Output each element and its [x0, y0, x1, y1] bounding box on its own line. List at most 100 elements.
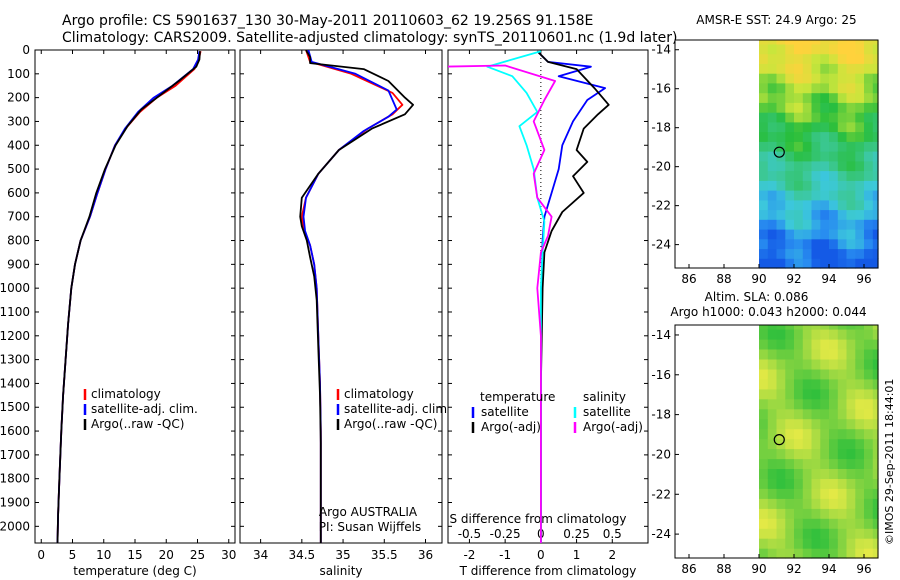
sst-map-grid-cell — [837, 160, 848, 172]
sst-map-grid-cell — [794, 160, 804, 172]
sla-map-grid-cell — [802, 458, 813, 469]
sla-map-grid-cell — [794, 418, 804, 430]
sla-map-grid-cell — [864, 338, 874, 350]
sst-map-grid-cell — [829, 63, 839, 74]
sla-map-grid-cell — [802, 518, 813, 529]
sst-map-grid-cell — [864, 82, 874, 94]
sst-map-grid-cell — [802, 160, 813, 172]
sst-map-grid-cell — [864, 43, 874, 55]
sla-map-grid-cell — [776, 428, 786, 440]
sla-map-grid-cell — [872, 468, 879, 479]
sla-map-grid-cell — [785, 468, 795, 479]
sla-map-grid-cell — [767, 368, 778, 380]
sst-map-grid-cell — [767, 92, 778, 103]
sst-map-grid-cell — [846, 82, 856, 94]
sla-map-grid-cell — [785, 348, 795, 360]
sla-map-grid-cell — [767, 388, 778, 400]
sst-map-grid-cell — [767, 219, 778, 230]
sla-map-grid-cell — [872, 418, 879, 430]
sst-map-grid-cell — [776, 102, 786, 113]
sla-map-grid-cell — [785, 358, 795, 370]
sst-map-grid-cell — [794, 248, 804, 259]
sla-map-grid-cell — [864, 528, 874, 539]
sla-map-ytick-label: -14 — [651, 328, 671, 342]
sla-map-grid-cell — [767, 418, 778, 430]
argo-program-annotation: Argo AUSTRALIA — [319, 505, 418, 519]
sla-map-grid-cell — [864, 488, 874, 499]
sla-map-grid-cell — [811, 418, 821, 430]
sst-map-grid-cell — [785, 63, 795, 74]
sst-map-grid-cell — [802, 40, 813, 45]
sla-map-grid-cell — [864, 478, 874, 489]
sla-map-grid-cell — [829, 368, 839, 380]
sla-map-grid-cell — [794, 518, 804, 529]
sst-map-grid-cell — [829, 131, 839, 142]
sst-map-xtick-label: 90 — [751, 272, 766, 286]
sst-map-grid-cell — [864, 112, 874, 123]
sla-map-grid-cell — [864, 468, 874, 479]
sst-map-grid-cell — [829, 141, 839, 152]
sla-map-ytick-label: -22 — [651, 487, 671, 501]
depth-tick-label: 1000 — [0, 281, 30, 295]
sla-map-grid-cell — [759, 388, 769, 400]
sst-map-grid-cell — [864, 229, 874, 240]
temperature-legend-label: satellite — [481, 405, 529, 419]
sla-map-grid-cell — [811, 508, 821, 519]
depth-tick-label: 900 — [7, 257, 30, 271]
sla-map-grid-cell — [802, 418, 813, 430]
sst-map-ytick-label: -22 — [651, 199, 671, 213]
sst-map-grid-cell — [785, 43, 795, 55]
sla-map-grid-cell — [837, 398, 848, 410]
sla-map-grid-cell — [872, 528, 879, 539]
sla-map-grid-cell — [802, 468, 813, 479]
sla-map-grid-cell — [759, 325, 769, 330]
sla-map-grid-cell — [837, 548, 848, 559]
sla-map-grid-cell — [864, 348, 874, 360]
sst-map-grid-cell — [759, 92, 769, 103]
sst-map-grid-cell — [864, 209, 874, 220]
sst-map-grid-cell — [820, 102, 830, 113]
sst-map-grid-cell — [829, 40, 839, 45]
sla-map-grid-cell — [785, 368, 795, 380]
sla-map-grid-cell — [794, 388, 804, 400]
sst-map-grid-cell — [811, 190, 821, 201]
difference-xtick-label: -2 — [463, 548, 475, 562]
salinity-panel: 34 34.5 35 35.5 36 salinity climatologysatelli… — [239, 49, 451, 578]
sst-map-grid-cell — [846, 131, 856, 142]
sla-map-grid-cell — [802, 538, 813, 549]
sst-map-grid-cell — [872, 190, 879, 201]
temperature-xtick-label: 5 — [69, 548, 77, 562]
sst-map-grid-cell — [759, 141, 769, 152]
sla-map-grid-cell — [785, 398, 795, 410]
sla-map-grid-cell — [872, 378, 879, 390]
sla-map-grid-cell — [776, 325, 786, 330]
sla-map-grid-cell — [759, 358, 769, 370]
sla-map-grid-cell — [864, 408, 874, 420]
sst-map-grid-cell — [767, 131, 778, 142]
sst-map-grid-cell — [864, 238, 874, 250]
sla-map-grid-cell — [776, 458, 786, 469]
sst-map-grid-cell — [872, 92, 879, 103]
series-line-temperature-argo-adj- — [536, 50, 610, 543]
sst-map-grid-cell — [864, 248, 874, 259]
sst-map-grid-cell — [802, 43, 813, 55]
sla-map-grid-cell — [802, 408, 813, 420]
sst-map-grid-cell — [802, 170, 813, 181]
sla-map-grid-cell — [829, 498, 839, 509]
sla-map-grid-cell — [767, 338, 778, 350]
sst-map-grid-cell — [802, 53, 813, 64]
sla-map-grid-cell — [855, 338, 865, 350]
sla-map-grid-cell — [811, 488, 821, 499]
sla-map-grid-cell — [776, 448, 786, 460]
sst-map-grid-cell — [785, 190, 795, 201]
depth-tick-label: 1100 — [0, 305, 30, 319]
sla-map-grid-cell — [802, 398, 813, 410]
sla-map-grid-cell — [785, 528, 795, 539]
sla-map-grid-cell — [864, 448, 874, 460]
sla-map-grid-cell — [794, 438, 804, 450]
sla-map-grid-cell — [872, 408, 879, 420]
sst-map-grid-cell — [872, 63, 879, 74]
sla-map-grid-cell — [794, 478, 804, 489]
sla-map-grid-cell — [802, 325, 813, 330]
sla-map-grid-cell — [846, 388, 856, 400]
